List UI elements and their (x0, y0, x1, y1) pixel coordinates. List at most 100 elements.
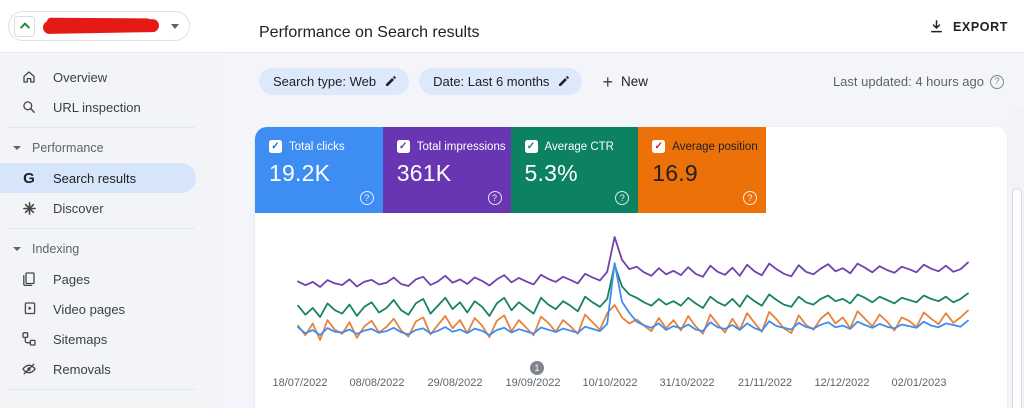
search-icon (20, 99, 38, 115)
sidebar-item-sitemaps[interactable]: Sitemaps (0, 324, 200, 354)
check-icon: ✓ (526, 140, 536, 152)
chart-line-average-ctr (297, 264, 969, 318)
sidebar-item-label: Removals (53, 361, 111, 377)
metric-value: 5.3% (524, 160, 578, 186)
chip-label: Search type: Web (273, 74, 377, 89)
chart-line-total-impressions (297, 236, 969, 288)
metric-checkbox[interactable]: ✓ (652, 140, 666, 153)
metric-label: Average CTR (544, 140, 614, 153)
x-axis-label: 31/10/2022 (659, 377, 715, 389)
help-icon[interactable]: ? (359, 191, 374, 205)
scrollbar-thumb[interactable] (1012, 188, 1022, 408)
x-axis-label: 19/09/2022 (505, 377, 561, 389)
home-icon (20, 69, 38, 85)
chart-line-average-position (297, 304, 969, 341)
chevron-down-icon (13, 247, 21, 251)
section-performance[interactable]: Performance (0, 133, 222, 163)
sitemaps-icon (20, 331, 38, 347)
sidebar-divider (8, 228, 195, 229)
page-title: Performance on Search results (259, 24, 480, 41)
removals-icon (20, 361, 38, 377)
check-icon: ✓ (399, 140, 408, 152)
export-label: EXPORT (953, 19, 1008, 34)
date-range-chip[interactable]: Date: Last 6 months (419, 68, 583, 95)
edit-pencil-icon (386, 76, 396, 86)
sidebar-item-label: Search results (53, 170, 137, 186)
export-button[interactable]: EXPORT (929, 19, 1008, 34)
metric-checkbox[interactable]: ✓ (269, 140, 282, 153)
search-type-chip[interactable]: Search type: Web (259, 68, 410, 95)
plus-icon: + (602, 71, 613, 92)
new-label: New (620, 74, 648, 89)
main-content: Search type: Web Date: Last 6 months + N… (222, 54, 1024, 408)
performance-card: ✓ Total clicks 19.2K ? ✓ Total impressio… (255, 127, 1007, 408)
check-icon: ✓ (654, 140, 663, 152)
x-axis-label: 21/11/2022 (737, 377, 793, 389)
new-filter-button[interactable]: + New (602, 73, 648, 91)
section-label: Indexing (32, 242, 80, 256)
x-axis-label: 29/08/2022 (427, 377, 483, 389)
sidebar-item-label: Discover (53, 200, 104, 216)
sidebar-item-label: Sitemaps (53, 331, 108, 347)
section-label: Performance (32, 141, 104, 155)
sidebar-item-label: URL inspection (53, 99, 141, 115)
sidebar-item-url-inspection[interactable]: URL inspection (0, 92, 200, 122)
help-icon[interactable]: ? (990, 74, 1004, 89)
google-g-icon: G (23, 169, 35, 187)
sidebar-item-label: Video pages (53, 301, 126, 317)
scrollbar-track[interactable] (1010, 108, 1024, 408)
sidebar-item-removals[interactable]: Removals (0, 354, 200, 384)
filter-row: Search type: Web Date: Last 6 months + N… (259, 68, 648, 95)
video-pages-icon (20, 301, 38, 317)
sidebar-item-pages[interactable]: Pages (0, 264, 200, 294)
sidebar-item-search-results[interactable]: G Search results (0, 163, 196, 193)
sidebar-item-discover[interactable]: Discover (0, 193, 200, 223)
help-icon[interactable]: ? (487, 191, 502, 205)
chevron-down-icon (13, 146, 21, 150)
chart-canvas (297, 236, 969, 341)
metric-checkbox[interactable]: ✓ (524, 140, 538, 153)
metric-card-total-clicks[interactable]: ✓ Total clicks 19.2K ? (255, 127, 383, 213)
metric-value: 19.2K (269, 160, 331, 186)
help-icon[interactable]: ? (743, 191, 757, 205)
redacted-property-name (42, 18, 160, 34)
help-icon[interactable]: ? (615, 191, 630, 205)
last-updated: Last updated: 4 hours ago ? (833, 74, 1004, 89)
x-axis-label: 18/07/2022 (272, 377, 328, 389)
pages-icon (20, 271, 38, 287)
x-axis-label: 02/01/2023 (891, 377, 947, 389)
chart-x-axis: 18/07/2022 08/08/2022 29/08/2022 19/09/2… (255, 377, 1007, 397)
x-axis-label: 08/08/2022 (349, 377, 405, 389)
sidebar-item-overview[interactable]: Overview (0, 62, 200, 92)
top-header: Performance on Search results EXPORT (0, 0, 1024, 53)
metric-value: 361K (396, 160, 452, 186)
metric-cards: ✓ Total clicks 19.2K ? ✓ Total impressio… (255, 127, 766, 213)
section-indexing[interactable]: Indexing (0, 234, 222, 264)
performance-line-chart (285, 225, 975, 375)
discover-icon (20, 201, 38, 216)
last-updated-text: Last updated: 4 hours ago (832, 74, 984, 89)
metric-label: Total clicks (289, 140, 345, 153)
x-axis-label: 12/12/2022 (814, 377, 870, 389)
chip-label: Date: Last 6 months (433, 74, 550, 89)
dropdown-caret-icon (171, 23, 179, 29)
metric-card-total-impressions[interactable]: ✓ Total impressions 361K ? (382, 127, 511, 213)
download-icon (931, 20, 942, 33)
metric-card-average-ctr[interactable]: ✓ Average CTR 5.3% ? (510, 127, 639, 213)
check-icon: ✓ (271, 140, 280, 152)
metric-card-average-position[interactable]: ✓ Average position 16.9 ? (638, 127, 766, 213)
sidebar-item-video-pages[interactable]: Video pages (0, 294, 200, 324)
sidebar-divider (8, 389, 195, 390)
property-selector[interactable] (8, 11, 190, 41)
annotation-badge[interactable]: 1 (530, 361, 544, 375)
sidebar-item-label: Pages (53, 271, 90, 287)
sidebar-divider (8, 127, 195, 128)
sidebar: Overview URL inspection Performance G Se… (0, 54, 222, 408)
edit-pencil-icon (559, 76, 570, 86)
metric-value: 16.9 (652, 160, 698, 186)
chevron-up-icon (19, 22, 30, 29)
metric-checkbox[interactable]: ✓ (396, 140, 410, 153)
chart-line-total-clicks (297, 262, 969, 336)
metric-label: Average position (672, 140, 758, 153)
